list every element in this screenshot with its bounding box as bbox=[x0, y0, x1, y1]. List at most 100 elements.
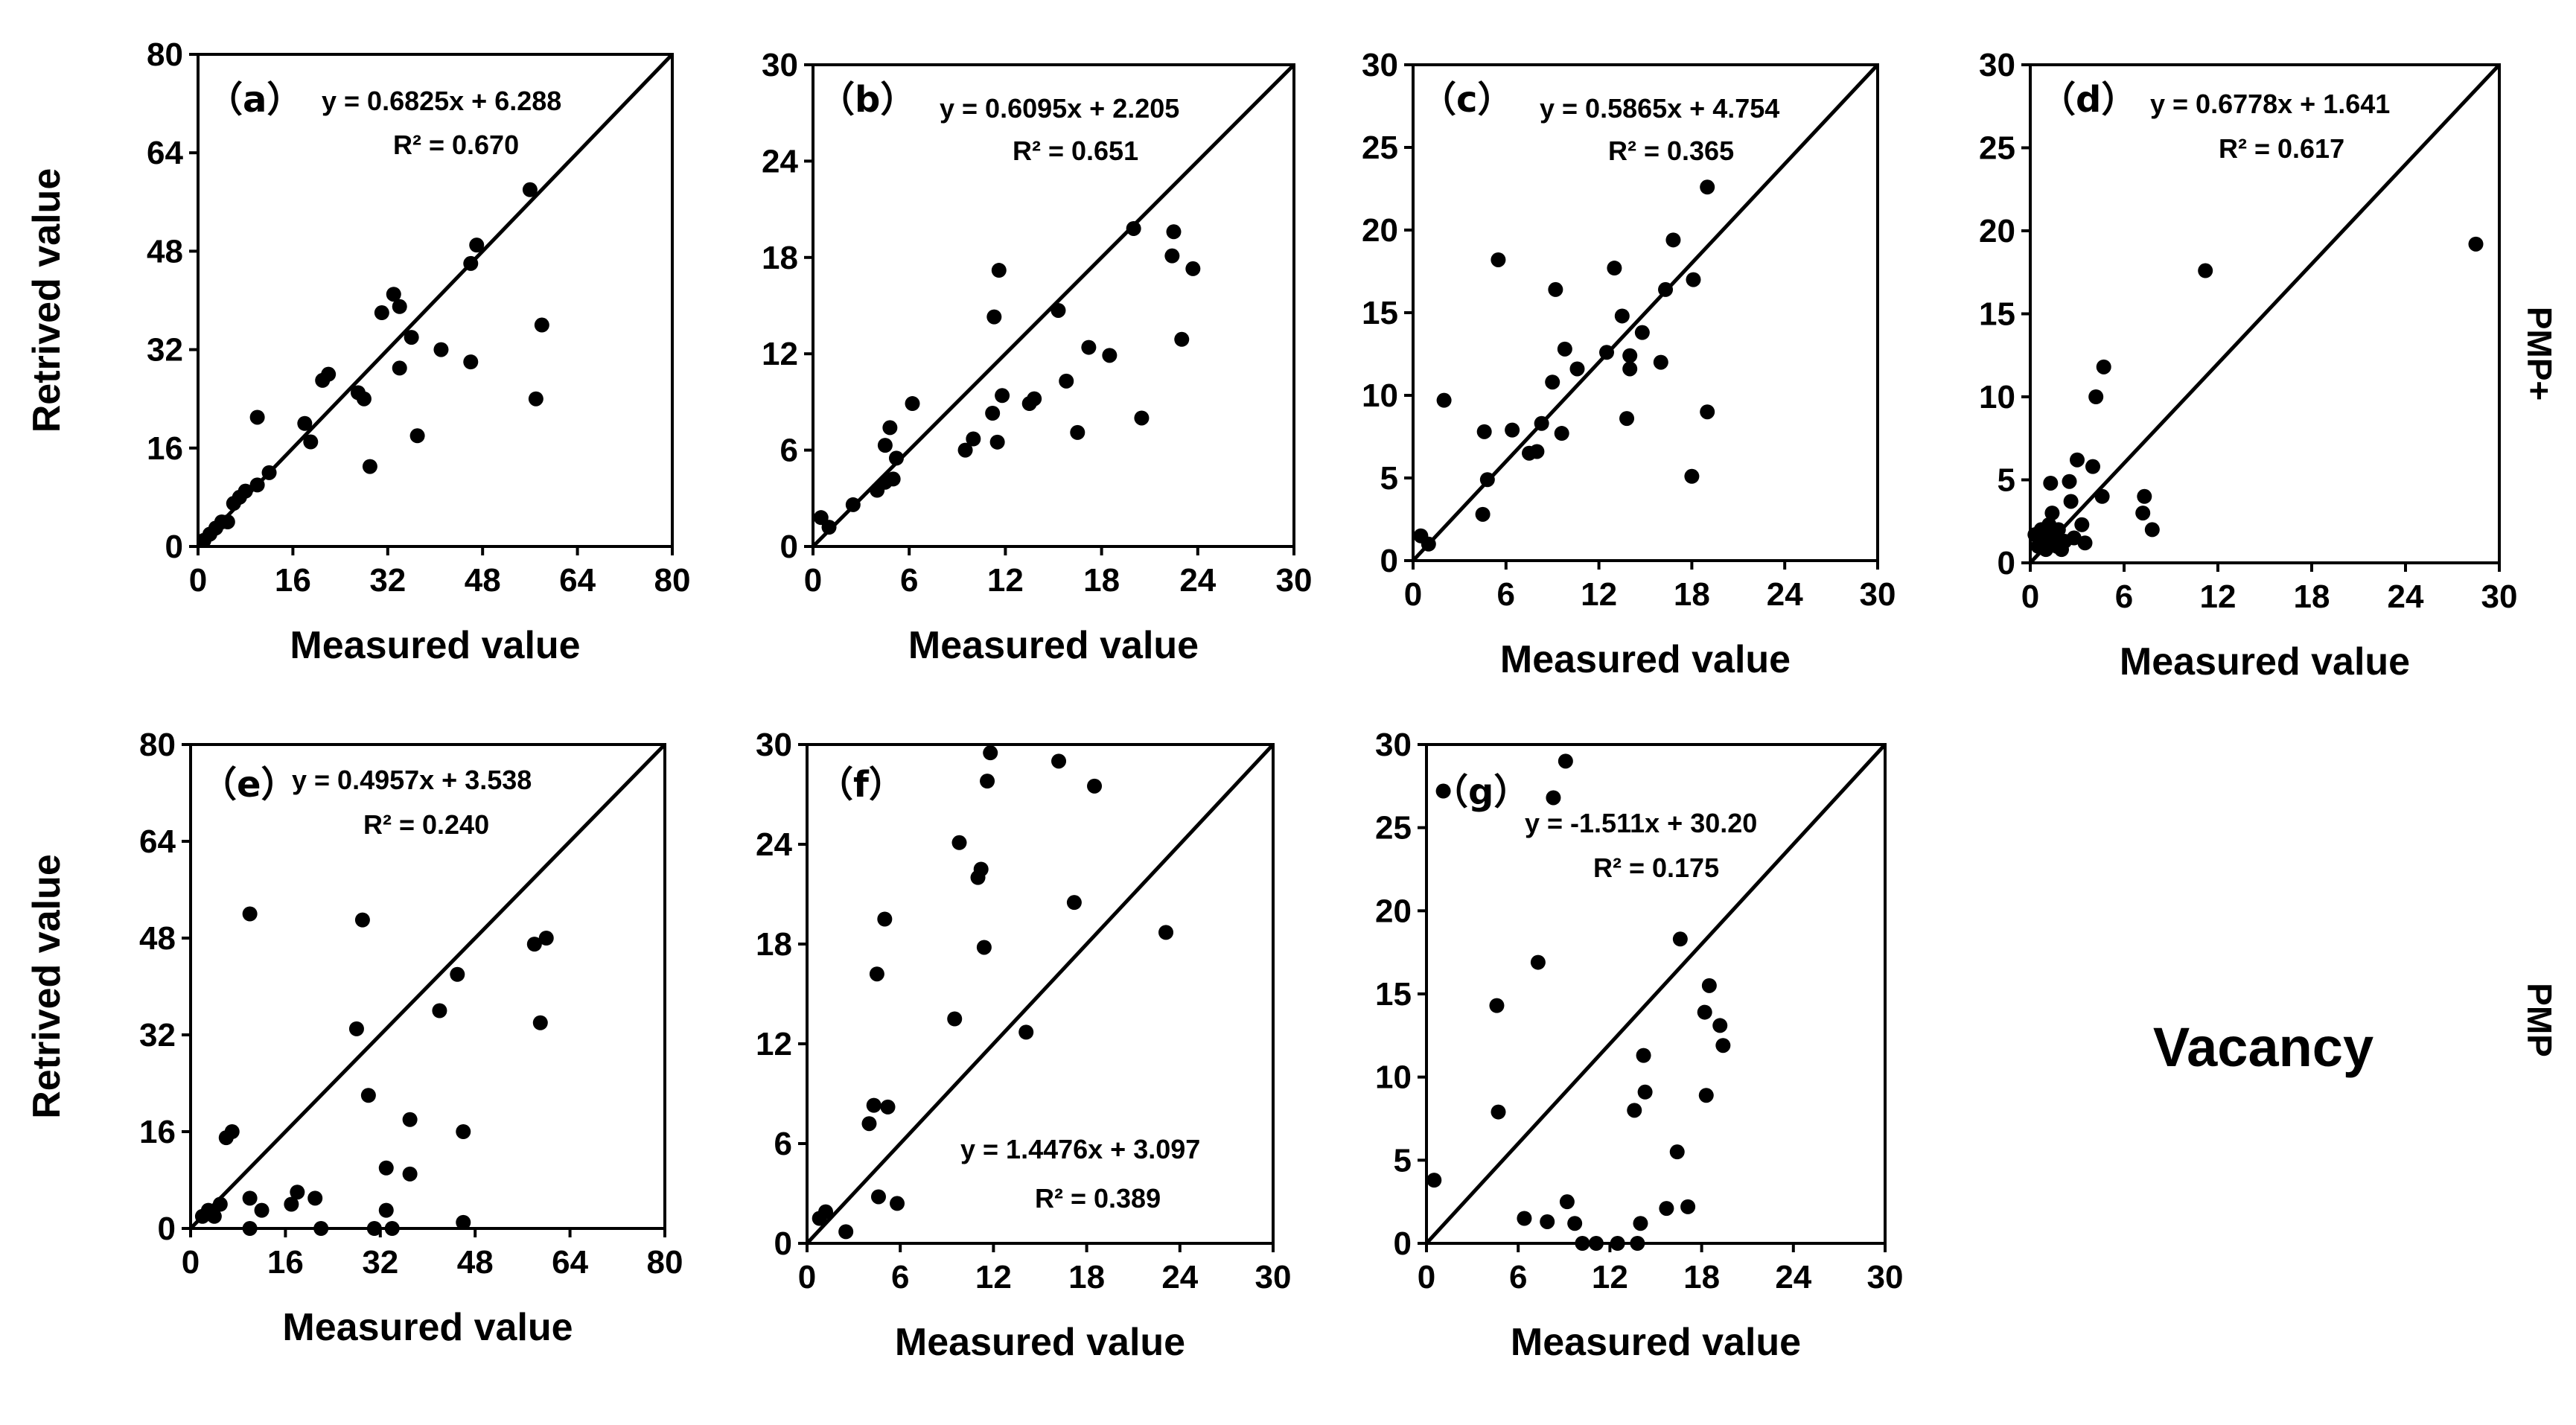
data-point bbox=[1715, 1038, 1731, 1053]
data-point bbox=[2137, 488, 2152, 504]
one-to-one-line bbox=[1425, 743, 1887, 1245]
data-point bbox=[861, 1116, 877, 1132]
y-tick-label: 15 bbox=[1979, 296, 2015, 333]
x-tick-label: 6 bbox=[900, 562, 918, 599]
y-tick-label: 5 bbox=[1998, 462, 2015, 499]
data-point bbox=[880, 1099, 896, 1115]
x-tick-label: 0 bbox=[2021, 578, 2039, 615]
data-point bbox=[1489, 998, 1505, 1013]
data-point bbox=[1697, 1004, 1712, 1020]
one-to-one-line bbox=[189, 743, 666, 1230]
x-tick-label: 24 bbox=[1767, 576, 1803, 613]
panel-e: 0 16 32 48 64 80 0 16 32 48 64 80 （e）y = 0.4957x + 3… bbox=[25, 727, 683, 1349]
y-axis-label: Retrived value bbox=[25, 854, 68, 1119]
data-point bbox=[2088, 389, 2104, 404]
data-point bbox=[1545, 374, 1560, 390]
x-tick-label: 12 bbox=[975, 1259, 1012, 1295]
y-axis-label: Retrived value bbox=[25, 168, 68, 433]
data-point bbox=[1669, 1144, 1685, 1160]
panel-c: 0 6 12 18 24 30 0 5 10 15 20 25 30 （c） y = 0.5865x + 4… bbox=[1362, 47, 1896, 681]
panel-label: （c） bbox=[1421, 79, 1513, 121]
data-point bbox=[522, 182, 538, 197]
data-point bbox=[2144, 522, 2160, 538]
x-tick-label: 6 bbox=[891, 1259, 909, 1295]
data-point bbox=[845, 497, 861, 512]
y-tick-label: 32 bbox=[139, 1017, 176, 1053]
r-squared: R² = 0.389 bbox=[1035, 1183, 1161, 1214]
data-point bbox=[818, 1204, 834, 1220]
data-point bbox=[1599, 345, 1614, 360]
x-tick-label: 6 bbox=[2115, 578, 2133, 615]
data-point bbox=[242, 1221, 258, 1236]
data-point bbox=[313, 1221, 329, 1236]
data-point bbox=[2085, 459, 2100, 474]
y-tick-label: 30 bbox=[762, 47, 798, 83]
y-tick-label: 12 bbox=[756, 1026, 792, 1062]
x-tick-label: 12 bbox=[987, 562, 1024, 599]
data-point bbox=[1607, 261, 1622, 276]
data-point bbox=[1622, 361, 1638, 377]
panel-label: （a） bbox=[207, 79, 302, 121]
x-axis-label: Measured value bbox=[2120, 640, 2410, 683]
data-point bbox=[1081, 339, 1097, 355]
data-point bbox=[254, 1202, 270, 1218]
data-point bbox=[821, 520, 837, 535]
y-tick-label: 16 bbox=[147, 430, 183, 467]
data-point bbox=[885, 471, 901, 487]
data-point bbox=[1712, 1018, 1728, 1033]
r-squared: R² = 0.175 bbox=[1593, 852, 1719, 883]
x-tick-label: 0 bbox=[798, 1259, 816, 1295]
y-tick-label: 30 bbox=[1362, 47, 1398, 83]
data-point bbox=[1627, 1103, 1642, 1118]
data-point bbox=[983, 745, 998, 761]
y-tick-label: 18 bbox=[756, 926, 792, 963]
data-point bbox=[348, 1021, 364, 1036]
y-tick-label: 6 bbox=[780, 433, 798, 469]
data-point bbox=[469, 238, 485, 253]
x-tick-label: 6 bbox=[1497, 576, 1515, 613]
data-point bbox=[2074, 517, 2090, 532]
data-point bbox=[1070, 424, 1085, 440]
y-tick-label: 18 bbox=[762, 240, 798, 276]
data-point bbox=[1559, 1194, 1575, 1210]
x-tick-label: 30 bbox=[1867, 1259, 1904, 1295]
y-tick-label: 30 bbox=[756, 727, 792, 763]
x-tick-label: 24 bbox=[1161, 1259, 1198, 1295]
data-point bbox=[409, 428, 425, 444]
data-point bbox=[905, 396, 920, 412]
x-axis-label: Measured value bbox=[1511, 1321, 1801, 1364]
y-tick-label: 0 bbox=[1998, 545, 2015, 581]
y-tick-label: 64 bbox=[147, 135, 183, 171]
r-squared: R² = 0.651 bbox=[1013, 136, 1138, 166]
r-squared: R² = 0.240 bbox=[363, 809, 489, 840]
y-tick-label: 12 bbox=[762, 336, 798, 372]
data-point bbox=[1126, 220, 1141, 236]
x-tick-label: 64 bbox=[559, 562, 596, 599]
data-point bbox=[1658, 281, 1674, 297]
data-point bbox=[206, 1208, 222, 1224]
data-point bbox=[321, 366, 337, 382]
data-point bbox=[450, 966, 465, 982]
data-point bbox=[1540, 1214, 1555, 1229]
y-tick-label: 24 bbox=[756, 826, 792, 863]
y-tick-label: 80 bbox=[147, 36, 183, 73]
x-tick-label: 12 bbox=[2200, 578, 2237, 615]
row-label-pmp: PMP bbox=[2520, 983, 2559, 1057]
one-to-one-line bbox=[806, 743, 1275, 1245]
data-point bbox=[1680, 1199, 1696, 1214]
y-tick-label: 5 bbox=[1394, 1142, 1412, 1179]
data-point bbox=[1637, 1084, 1653, 1100]
data-point bbox=[1588, 1236, 1604, 1251]
y-tick-label: 24 bbox=[762, 143, 798, 179]
data-point bbox=[1567, 1216, 1583, 1231]
data-point bbox=[284, 1196, 299, 1212]
r-squared: R² = 0.617 bbox=[2219, 133, 2344, 164]
y-tick-label: 48 bbox=[139, 920, 176, 957]
regression-equation: y = 0.6095x + 2.205 bbox=[940, 93, 1179, 124]
data-point bbox=[404, 330, 419, 345]
data-point bbox=[392, 299, 407, 314]
y-tick-label: 10 bbox=[1362, 377, 1398, 414]
y-tick-label: 10 bbox=[1979, 379, 2015, 415]
data-point bbox=[2043, 475, 2059, 491]
data-point bbox=[838, 1224, 854, 1240]
